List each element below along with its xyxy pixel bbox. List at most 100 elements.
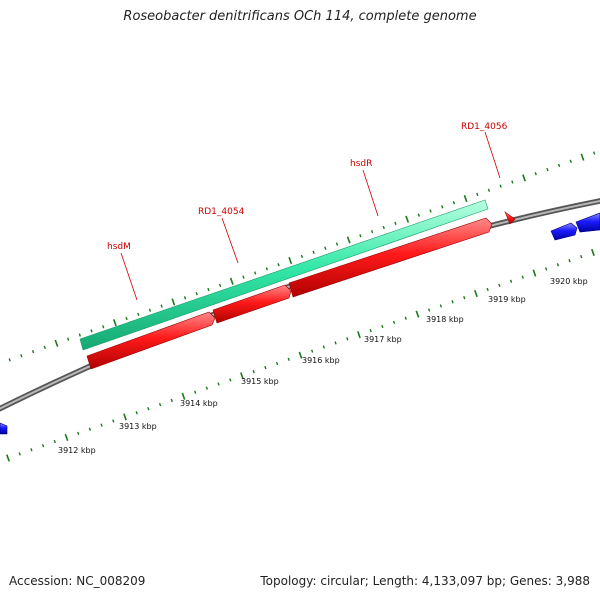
scale-minor-tick — [556, 263, 560, 267]
gene-label-RD1_4054: RD1_4054 — [198, 207, 245, 217]
scale-minor-tick — [404, 316, 407, 320]
scale-minor-tick — [135, 411, 138, 415]
scale-minor-tick — [112, 419, 115, 423]
scale-minor-tick — [334, 341, 337, 345]
gene-RD1_4056-arrow[interactable] — [504, 211, 516, 225]
outer-minor-tick — [394, 221, 397, 226]
outer-minor-tick — [370, 229, 374, 234]
gene-RD1_4054-arrow[interactable] — [212, 284, 292, 324]
scale-minor-tick — [170, 398, 173, 403]
outer-minor-tick — [534, 172, 537, 176]
gene-label-hsdM: hsdM — [107, 242, 131, 252]
outer-minor-tick — [476, 192, 479, 197]
outer-minor-tick — [429, 209, 432, 213]
reverse-gene-arrow[interactable] — [575, 212, 600, 233]
tick-label-3917: 3917 kbp — [364, 335, 402, 344]
outer-minor-tick — [593, 151, 596, 155]
outer-minor-tick — [487, 188, 491, 192]
reverse-gene-arrow[interactable] — [0, 422, 8, 435]
cds-feature-bar[interactable] — [79, 199, 489, 351]
outer-minor-tick — [125, 316, 128, 321]
scale-minor-tick — [217, 382, 220, 386]
outer-minor-tick — [207, 287, 210, 292]
scale-minor-tick — [428, 308, 431, 312]
outer-major-tick — [463, 194, 468, 203]
outer-minor-tick — [359, 234, 362, 238]
outer-minor-tick — [218, 283, 222, 288]
scale-minor-tick — [252, 370, 255, 374]
scale-minor-tick — [18, 452, 21, 456]
scale-minor-tick — [287, 357, 290, 361]
scale-major-tick — [474, 290, 478, 298]
scale-major-tick — [532, 269, 537, 277]
outer-minor-tick — [557, 163, 561, 168]
scale-minor-tick — [322, 345, 326, 349]
outer-minor-tick — [417, 213, 420, 217]
gene-hsdR-arrow[interactable] — [288, 217, 493, 298]
scale-minor-tick — [451, 300, 454, 304]
outer-major-tick — [288, 257, 293, 265]
scale-minor-tick — [77, 431, 80, 435]
outer-minor-tick — [31, 349, 35, 354]
scale-minor-tick — [100, 423, 103, 427]
label-leader-hsdM — [120, 252, 138, 301]
scale-minor-tick — [264, 365, 267, 370]
outer-minor-tick — [265, 267, 269, 271]
outer-tick-ring — [8, 151, 596, 362]
outer-minor-tick — [324, 246, 327, 250]
genome-backbone-highlight — [0, 199, 600, 410]
outer-minor-tick — [78, 333, 81, 337]
scale-major-tick — [6, 454, 10, 462]
accession-label: Accession: NC_008209 — [9, 574, 146, 588]
outer-minor-tick — [137, 312, 140, 317]
label-leader-RD1_4054 — [221, 217, 239, 264]
scale-minor-tick — [88, 427, 92, 431]
outer-minor-tick — [300, 254, 304, 259]
outer-minor-tick — [195, 292, 198, 296]
outer-major-tick — [54, 339, 59, 347]
gene-hsdM-arrow[interactable] — [86, 311, 216, 370]
outer-minor-tick — [546, 167, 549, 172]
scale-minor-tick — [194, 390, 197, 394]
scale-minor-tick — [147, 407, 150, 411]
scale-minor-tick — [509, 279, 513, 283]
scale-major-tick — [415, 310, 420, 318]
genome-summary: Topology: circular; Length: 4,133,097 bp… — [260, 574, 590, 588]
scale-minor-tick — [486, 287, 489, 292]
label-leader-RD1_4056 — [484, 131, 501, 179]
scale-minor-tick — [580, 254, 583, 259]
tick-label-3913: 3913 kbp — [119, 422, 157, 431]
outer-minor-tick — [254, 271, 257, 275]
reverse-gene-arrow[interactable] — [550, 222, 578, 241]
outer-major-tick — [171, 298, 176, 306]
genome-backbone — [0, 198, 600, 412]
scale-minor-tick — [381, 324, 384, 329]
tick-label-3914: 3914 kbp — [180, 399, 218, 408]
scale-minor-tick — [346, 337, 349, 341]
scale-labels: 3912 kbp 3913 kbp 3914 kbp 3915 kbp 3916… — [58, 277, 588, 455]
tick-label-3915: 3915 kbp — [241, 377, 279, 386]
scale-minor-tick — [205, 386, 209, 390]
scale-minor-tick — [498, 283, 501, 288]
tick-label-3918: 3918 kbp — [426, 315, 464, 324]
scale-major-tick — [240, 372, 244, 380]
outer-minor-tick — [90, 329, 93, 333]
scale-minor-tick — [463, 296, 466, 300]
outer-minor-tick — [66, 337, 70, 341]
scale-minor-tick — [568, 259, 571, 263]
outer-minor-tick — [20, 354, 23, 358]
outer-minor-tick — [8, 358, 11, 362]
scale-minor-tick — [311, 349, 314, 353]
outer-major-tick — [112, 319, 117, 327]
outer-minor-tick — [382, 225, 385, 230]
outer-minor-tick — [441, 205, 444, 209]
outer-minor-tick — [569, 159, 572, 163]
tick-label-3912: 3912 kbp — [58, 446, 96, 455]
outer-minor-tick — [148, 308, 152, 312]
tick-label-3919: 3919 kbp — [488, 295, 526, 304]
outer-major-tick — [522, 174, 526, 182]
scale-minor-tick — [30, 448, 33, 452]
outer-minor-tick — [160, 304, 163, 308]
scale-major-tick — [591, 248, 595, 257]
gene-label-RD1_4056: RD1_4056 — [461, 122, 508, 132]
